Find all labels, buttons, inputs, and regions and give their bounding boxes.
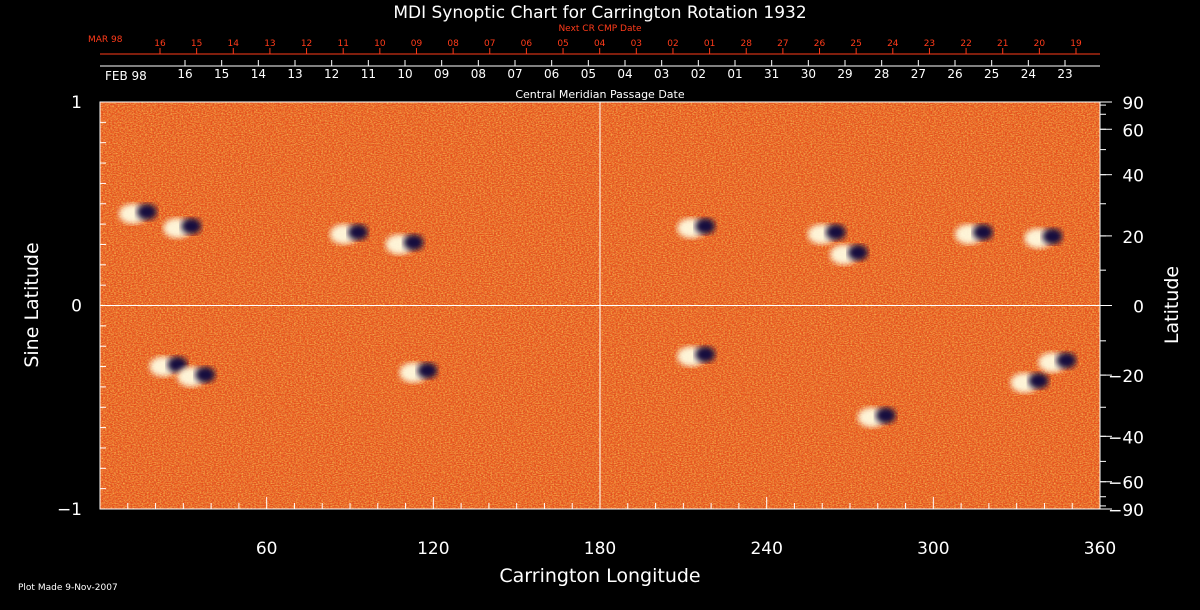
next-cr-date-label: 28 <box>741 39 753 49</box>
negative-polarity-patch <box>695 218 716 235</box>
negative-polarity-patch <box>848 244 868 261</box>
negative-polarity-patch <box>1028 372 1049 389</box>
negative-polarity-patch <box>1042 228 1063 245</box>
next-cr-date-label: 22 <box>960 39 971 49</box>
cmp-date-label: 06 <box>544 67 559 81</box>
next-cr-date-label: 09 <box>411 39 423 49</box>
negative-polarity-patch <box>195 366 216 383</box>
next-cr-axis-label: Next CR CMP Date <box>558 24 642 34</box>
x-tick-label: 60 <box>256 539 278 559</box>
negative-polarity-patch <box>875 407 896 424</box>
cmp-date-label: 27 <box>911 67 926 81</box>
x-tick-label: 300 <box>917 539 949 559</box>
y-tick-label-right: 40 <box>1122 167 1144 187</box>
next-cr-date-label: 21 <box>997 39 1008 49</box>
top-axis-label: Central Meridian Passage Date <box>515 88 684 101</box>
next-cr-date-label: 26 <box>814 39 826 49</box>
x-tick-label: 360 <box>1084 539 1116 559</box>
plot-made-note: Plot Made 9-Nov-2007 <box>18 583 118 593</box>
cmp-date-label: 03 <box>654 67 669 81</box>
cmp-date-label: 28 <box>874 67 889 81</box>
next-cr-date-label: 27 <box>777 39 788 49</box>
negative-polarity-patch <box>825 224 846 241</box>
next-cr-date-label: 25 <box>850 39 861 49</box>
cmp-date-label: 11 <box>361 67 376 81</box>
cmp-date-label: 13 <box>287 67 302 81</box>
y-axis-label-left: Sine Latitude <box>21 242 43 367</box>
next-cr-date-label: 19 <box>1070 39 1082 49</box>
cmp-date-label: 30 <box>801 67 816 81</box>
next-cr-date-label: 04 <box>594 39 606 49</box>
next-cr-date-label: 11 <box>337 39 348 49</box>
cmp-date-label: 07 <box>507 67 522 81</box>
next-cr-date-label: 14 <box>228 39 240 49</box>
negative-polarity-patch <box>348 224 368 241</box>
cmp-date-label: 01 <box>727 67 742 81</box>
cmp-date-label: 02 <box>691 67 706 81</box>
cmp-date-label: 15 <box>214 67 229 81</box>
negative-polarity-patch <box>1056 352 1077 369</box>
negative-polarity-patch <box>417 362 438 379</box>
y-tick-label-right: −20 <box>1108 367 1144 387</box>
x-tick-label: 180 <box>584 539 616 559</box>
y-tick-label-right: 0 <box>1133 298 1144 318</box>
x-axis-label: Carrington Longitude <box>499 565 700 587</box>
cmp-date-label: 05 <box>581 67 596 81</box>
negative-polarity-patch <box>403 234 424 251</box>
y-tick-label-right: 60 <box>1122 121 1144 141</box>
cmp-start-month: FEB 98 <box>105 69 147 83</box>
cmp-date-label: 31 <box>764 67 779 81</box>
y-tick-label-left: 1 <box>71 93 82 113</box>
next-cr-date-label: 12 <box>301 39 312 49</box>
negative-polarity-patch <box>136 203 157 220</box>
negative-polarity-patch <box>167 356 188 373</box>
cmp-date-label: 08 <box>471 67 486 81</box>
negative-polarity-patch <box>695 346 716 363</box>
cmp-date-label: 10 <box>397 67 412 81</box>
y-axis-label-right: Latitude <box>1161 266 1183 344</box>
next-cr-date-label: 20 <box>1034 39 1046 49</box>
cmp-date-label: 12 <box>324 67 339 81</box>
y-tick-label-right: −90 <box>1108 501 1144 521</box>
next-cr-date-label: 10 <box>374 39 386 49</box>
next-cr-date-label: 13 <box>264 39 275 49</box>
cmp-date-label: 04 <box>617 67 632 81</box>
next-cr-date-label: 24 <box>887 39 899 49</box>
next-cr-date-label: 06 <box>521 39 533 49</box>
next-cr-date-label: 05 <box>557 39 568 49</box>
cmp-date-label: 25 <box>984 67 999 81</box>
next-cr-date-label: 01 <box>704 39 715 49</box>
cmp-date-label: 23 <box>1057 67 1072 81</box>
negative-polarity-patch <box>181 218 202 235</box>
y-tick-label-left: −1 <box>57 500 82 520</box>
cmp-date-label: 26 <box>947 67 962 81</box>
x-tick-label: 240 <box>750 539 782 559</box>
next-cr-date-label: 07 <box>484 39 495 49</box>
next-cr-date-label: 02 <box>667 39 678 49</box>
next-cr-date-label: 16 <box>154 39 166 49</box>
x-tick-label: 120 <box>417 539 449 559</box>
cmp-date-label: 29 <box>837 67 852 81</box>
next-cr-date-label: 03 <box>631 39 642 49</box>
negative-polarity-patch <box>973 224 993 241</box>
y-tick-label-right: −40 <box>1108 428 1144 448</box>
cmp-date-label: 09 <box>434 67 449 81</box>
chart-title: MDI Synoptic Chart for Carrington Rotati… <box>393 3 806 23</box>
next-cr-date-label: 08 <box>447 39 459 49</box>
y-tick-label-right: 20 <box>1122 228 1144 248</box>
next-cr-date-label: 15 <box>191 39 202 49</box>
next-cr-start-month: MAR 98 <box>88 35 123 45</box>
y-tick-label-right: −60 <box>1108 474 1144 494</box>
y-tick-label-right: 90 <box>1122 94 1144 114</box>
next-cr-date-label: 23 <box>924 39 935 49</box>
cmp-date-label: 16 <box>177 67 192 81</box>
cmp-date-label: 24 <box>1021 67 1036 81</box>
y-tick-label-left: 0 <box>71 297 82 317</box>
cmp-date-label: 14 <box>251 67 266 81</box>
